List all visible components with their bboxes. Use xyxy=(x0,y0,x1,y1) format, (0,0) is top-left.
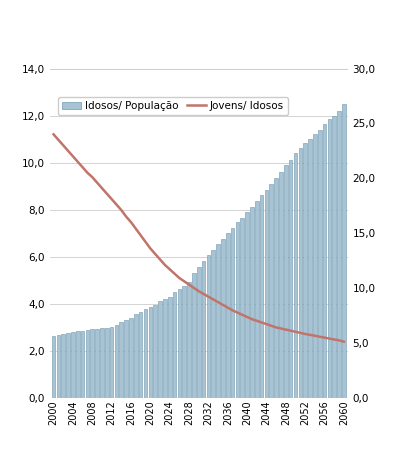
Bar xyxy=(129,318,133,398)
Bar xyxy=(167,297,171,398)
Bar xyxy=(254,202,258,398)
Bar xyxy=(211,250,214,398)
Bar xyxy=(66,333,70,398)
Bar xyxy=(148,307,152,398)
Bar xyxy=(182,286,185,398)
Bar xyxy=(81,330,84,398)
Bar xyxy=(163,299,166,398)
Bar xyxy=(158,301,161,398)
Bar xyxy=(177,289,181,398)
Bar xyxy=(153,305,157,398)
Bar xyxy=(230,228,234,398)
Bar xyxy=(105,328,108,398)
Bar xyxy=(293,153,297,398)
Bar xyxy=(303,143,306,398)
Bar xyxy=(337,111,340,398)
Bar xyxy=(269,184,273,398)
Bar xyxy=(298,149,301,398)
Bar xyxy=(274,178,277,398)
Bar xyxy=(341,104,345,398)
Bar xyxy=(61,334,65,398)
Bar xyxy=(288,160,292,398)
Bar xyxy=(119,322,123,398)
Bar xyxy=(221,239,224,398)
Bar xyxy=(57,335,60,398)
Bar xyxy=(192,273,195,398)
Bar xyxy=(138,312,142,398)
Bar xyxy=(109,327,113,398)
Bar xyxy=(216,244,219,398)
Bar xyxy=(201,261,205,398)
Bar xyxy=(143,309,147,398)
Bar xyxy=(134,314,137,398)
Bar xyxy=(259,196,263,398)
Bar xyxy=(312,134,316,398)
Bar xyxy=(332,116,335,398)
Bar xyxy=(52,336,55,398)
Bar xyxy=(317,130,321,398)
Bar xyxy=(327,119,330,398)
Bar xyxy=(90,329,94,398)
Bar xyxy=(283,165,287,398)
Bar xyxy=(249,207,253,398)
Bar xyxy=(225,233,229,398)
Bar xyxy=(100,328,104,398)
Bar xyxy=(76,331,79,398)
Bar xyxy=(197,267,200,398)
Bar xyxy=(187,282,190,398)
Bar xyxy=(71,332,74,398)
Legend: Idosos/ População, Jovens/ Idosos: Idosos/ População, Jovens/ Idosos xyxy=(58,97,287,115)
Bar xyxy=(85,330,89,398)
Bar xyxy=(244,212,248,398)
Bar xyxy=(322,124,325,398)
Bar xyxy=(240,218,244,398)
Bar xyxy=(264,190,268,398)
Bar xyxy=(124,320,128,398)
Bar xyxy=(114,325,118,398)
Bar xyxy=(235,223,239,398)
Bar xyxy=(95,329,99,398)
Bar xyxy=(278,172,282,398)
Bar xyxy=(307,139,311,398)
Bar xyxy=(172,292,176,398)
Bar xyxy=(206,255,210,398)
